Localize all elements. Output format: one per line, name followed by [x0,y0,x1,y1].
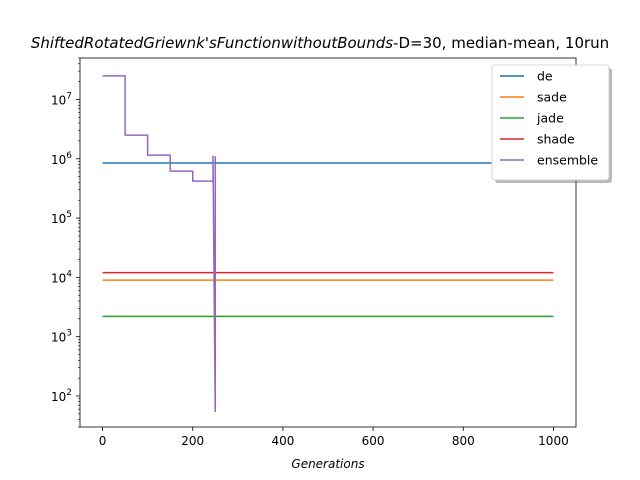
y-tick-label: 102 [51,388,72,404]
series-layer [102,75,554,413]
y-tick-label: 107 [51,91,72,107]
x-tick-label: 1000 [538,434,569,448]
axes-layer: 0 200 400 600 800 1000 102 103 104 105 106 107 [51,57,577,448]
x-tick-label: 400 [271,434,294,448]
legend-label-de: de [537,69,553,84]
x-axis-title: Generations [291,457,364,471]
legend: de sade jade shade ensemble [491,64,612,183]
x-tick-label: 800 [452,434,475,448]
series-line-ensemble [102,75,217,413]
legend-label-ensemble: ensemble [537,153,598,168]
legend-box [491,64,610,181]
y-tick-label: 105 [51,210,72,226]
x-tick-label: 200 [181,434,204,448]
legend-label-jade: jade [536,111,564,126]
y-tick-label: 104 [51,269,72,285]
legend-label-sade: sade [537,90,567,105]
x-tick-label: 0 [99,434,107,448]
chart-title: ShiftedRotatedGriewnk'sFunctionwithoutBo… [31,34,609,52]
y-tick-label: 103 [51,329,72,345]
chart-title-rest: -D=30, median-mean, 10run [393,34,609,52]
y-tick-label: 106 [51,151,72,167]
x-tick-label: 600 [362,434,385,448]
axes-frame [79,57,577,428]
chart-title-italic: ShiftedRotatedGriewnk'sFunctionwithoutBo… [31,34,393,52]
legend-label-shade: shade [537,132,575,147]
